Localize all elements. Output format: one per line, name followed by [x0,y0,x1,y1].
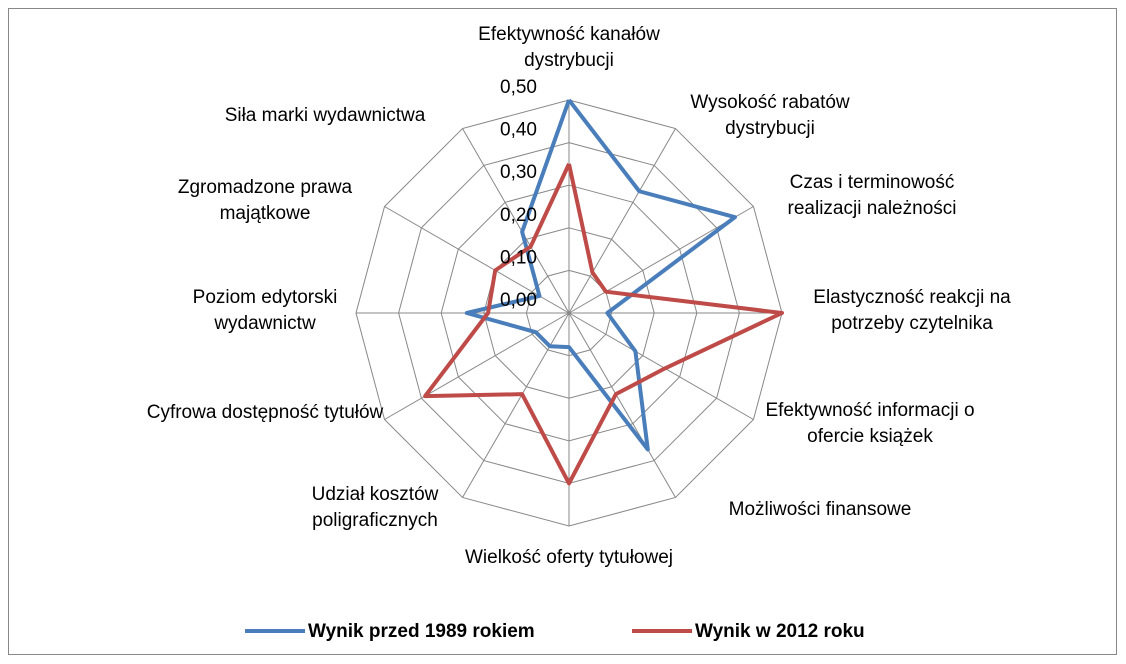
category-label: Elastyczność reakcji na potrzeby czyteln… [813,287,1011,334]
category-label: Udział kosztów poligraficznych [311,484,439,531]
category-label: Możliwości finansowe [728,499,912,520]
category-label: Efektywność kanałów dystrybucji [478,24,660,71]
tick-label: 0,50 [500,77,537,98]
spoke [568,312,676,498]
tick-label: 0,10 [500,247,537,268]
tick-label: 0,00 [500,290,537,311]
category-label: Poziom edytorski wydawnictw [192,287,338,334]
category-label: Czas i terminowość realizacji należności [787,172,957,219]
category-label: Efektywność informacji o ofercie książek [765,400,975,447]
series-line [464,98,738,452]
tick-label: 0,30 [500,162,537,183]
spoke [568,312,754,420]
series-line [423,163,784,486]
legend-label: Wynik w 2012 roku [695,621,865,642]
category-label: Zgromadzone prawa majątkowe [177,177,353,224]
spoke [462,312,570,498]
category-label: Wielkość oferty tytułowej [464,547,673,568]
spoke [462,128,570,314]
category-label: Cyfrowa dostępność tytułów [146,402,384,423]
tick-label: 0,40 [500,120,537,141]
category-label: Wysokość rabatów dystrybucji [690,92,850,139]
category-label: Siła marki wydawnictwa [224,105,426,126]
tick-label: 0,20 [500,205,537,226]
spoke [568,128,676,314]
spoke [384,312,570,420]
legend-label: Wynik przed 1989 rokiem [308,621,535,642]
